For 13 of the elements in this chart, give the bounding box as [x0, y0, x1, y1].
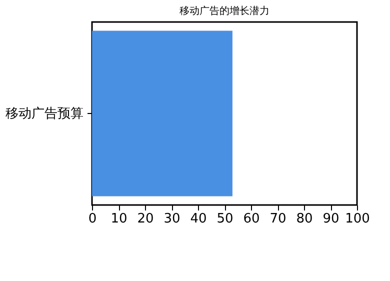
chart-title: 移动广告的增长潜力 — [180, 5, 270, 17]
x-tick-label: 10 — [110, 212, 128, 226]
x-tick-label: 50 — [216, 212, 234, 226]
x-tick-label: 0 — [88, 212, 97, 226]
x-tick-label: 30 — [164, 212, 180, 226]
x-tick-label: 80 — [296, 212, 313, 226]
x-tick-label: 90 — [322, 212, 340, 226]
x-tick-label: 40 — [190, 212, 207, 226]
x-tick-label: 100 — [345, 212, 370, 226]
x-tick-label: 60 — [243, 212, 260, 226]
x-tick-label: 20 — [137, 212, 154, 226]
x-tick-label: 70 — [270, 212, 286, 226]
y-tick-label: 移动广告预算 — [6, 106, 84, 122]
